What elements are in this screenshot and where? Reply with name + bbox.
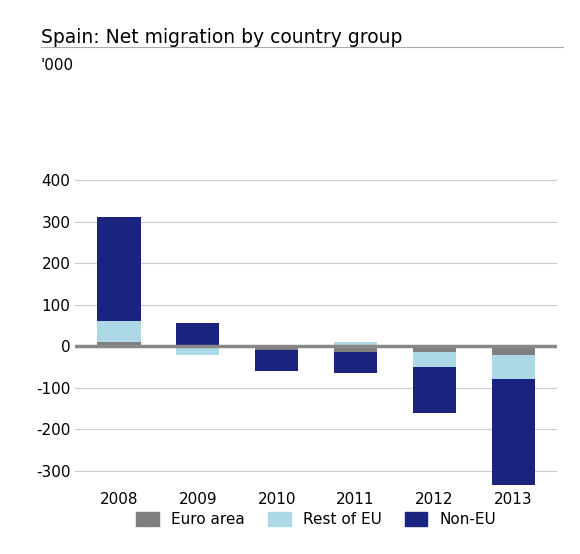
Bar [176,324,219,346]
Bar [176,346,219,348]
Bar [492,355,535,379]
Bar [255,351,298,371]
Bar [413,346,456,352]
Bar [492,346,535,355]
Bar [176,348,219,355]
Bar [255,346,298,351]
Bar [97,321,140,342]
Bar [334,352,377,373]
Legend: Euro area, Rest of EU, Non-EU: Euro area, Rest of EU, Non-EU [130,506,502,533]
Bar [97,342,140,346]
Bar [97,217,140,321]
Text: Spain: Net migration by country group: Spain: Net migration by country group [41,28,402,47]
Bar [413,367,456,413]
Bar [334,346,377,352]
Bar [413,352,456,367]
Text: '000: '000 [41,58,74,73]
Bar [492,379,535,485]
Bar [334,342,377,346]
